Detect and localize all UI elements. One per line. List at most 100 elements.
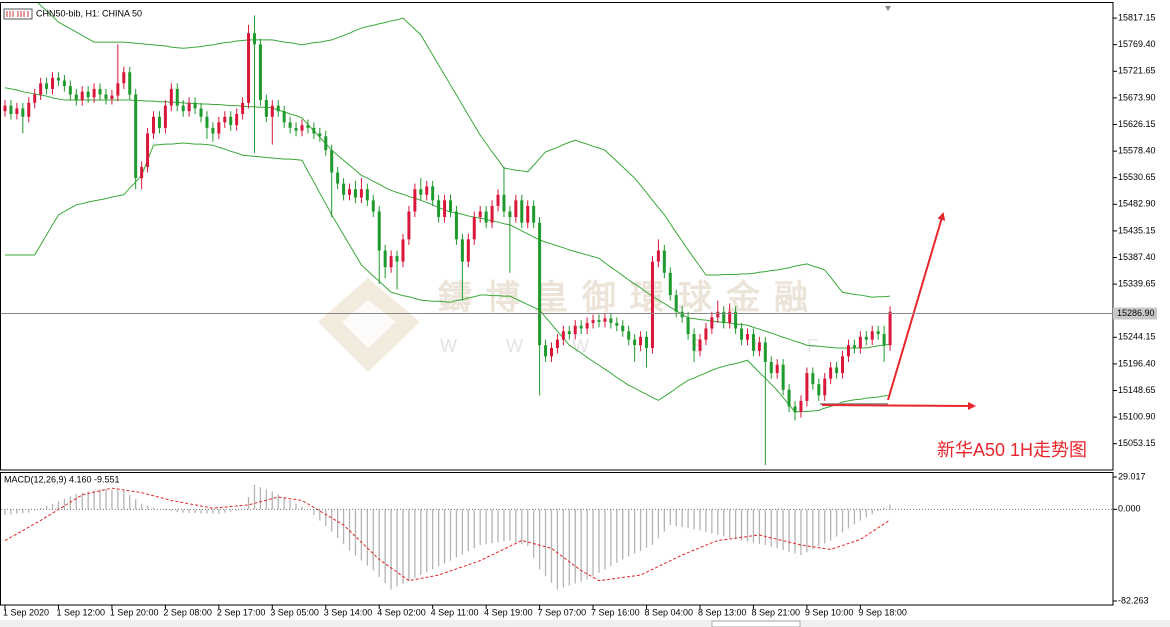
x-tick-label: 4 Sep 11:00 — [431, 607, 479, 617]
main-panel-border — [0, 2, 1114, 471]
candle-body — [229, 116, 233, 126]
watermark-text: 鑄博皇御環球金融 — [437, 278, 822, 317]
candle-body — [342, 183, 346, 195]
candle-body — [288, 122, 292, 128]
candle-body — [454, 211, 458, 240]
candle-body — [181, 105, 185, 112]
candle-body — [817, 384, 821, 396]
candle-body — [549, 347, 553, 357]
candle-body — [514, 200, 518, 218]
candle-body — [692, 334, 696, 351]
x-tick-label: 8 Sep 13:00 — [698, 607, 747, 617]
candle-body — [835, 367, 839, 374]
x-tick-label: 7 Sep 16:00 — [591, 607, 640, 617]
x-tick-label: 9 Sep 10:00 — [805, 607, 854, 617]
candle-body — [383, 250, 387, 268]
candle-body — [258, 44, 262, 101]
candle-body — [348, 189, 352, 195]
x-tick-label: 4 Sep 19:00 — [484, 607, 533, 617]
candle-body — [425, 186, 429, 195]
candle-body — [787, 389, 791, 407]
candle-body — [152, 116, 155, 134]
band-line — [37, 3, 891, 298]
candle-body — [686, 317, 690, 335]
candle-body — [116, 83, 120, 96]
y-tick-label: 15339.65 — [1118, 278, 1156, 288]
x-tick-label: 4 Sep 02:00 — [377, 607, 426, 617]
candle-body — [15, 108, 19, 114]
x-tick-label: 2 Sep 17:00 — [217, 607, 266, 617]
up-arrow — [887, 212, 946, 401]
candle-body — [407, 211, 411, 240]
candle-body — [846, 345, 850, 357]
candle-body — [823, 378, 827, 396]
candle-body — [763, 342, 767, 362]
candle-body — [740, 328, 744, 340]
candle-body — [157, 116, 161, 128]
candle-body — [674, 295, 678, 312]
candle-body — [852, 345, 856, 348]
last-price-box — [1113, 307, 1157, 320]
candle-body — [615, 322, 619, 326]
candle-body — [591, 320, 595, 323]
candle-body — [395, 256, 399, 262]
candle-body — [567, 331, 571, 335]
candle-body — [502, 194, 506, 212]
candle-body — [775, 364, 779, 374]
candle-body — [33, 94, 37, 103]
candle-body — [460, 239, 464, 262]
candle-body — [74, 94, 78, 101]
chart-title: CHN50-bib, H1: CHINA 50 — [36, 8, 142, 18]
x-tick-label: 2 Sep 08:00 — [163, 607, 212, 617]
x-tick-label: 1 Sep 12:00 — [56, 607, 105, 617]
candle-body — [377, 211, 381, 251]
candle-body — [484, 211, 488, 223]
y-tick-label: 15673.90 — [1118, 92, 1156, 102]
y-tick-label: 15817.15 — [1118, 12, 1156, 22]
macd-title: MACD(12,26,9) 4.160 -9.551 — [4, 474, 120, 484]
y-tick-label: 15626.15 — [1118, 119, 1156, 129]
candle-body — [300, 125, 304, 131]
candle-body — [282, 111, 286, 123]
candle-body — [478, 211, 482, 218]
candle-body — [876, 331, 880, 335]
candle-body — [597, 320, 601, 322]
candle-body — [633, 339, 637, 346]
candle-body — [128, 72, 132, 95]
candle-body — [668, 272, 672, 296]
y-tick-label: 15530.65 — [1118, 172, 1156, 182]
candle-body — [496, 194, 500, 206]
candle-body — [639, 336, 643, 346]
candle-body — [68, 86, 72, 95]
candle-body — [330, 150, 334, 173]
candle-body — [104, 94, 108, 99]
candle-body — [235, 113, 239, 126]
band-line — [5, 142, 891, 413]
last-price-label: 15286.90 — [1117, 308, 1155, 318]
candle-body — [573, 325, 577, 335]
tab[interactable] — [711, 620, 801, 627]
candle-body — [51, 77, 55, 89]
candle-body — [722, 311, 726, 323]
candle-body — [746, 334, 749, 340]
candle-body — [728, 311, 732, 323]
candle-body — [62, 80, 66, 87]
candle-body — [187, 102, 191, 112]
candle-body — [811, 373, 815, 385]
signal-line — [4, 487, 891, 582]
candle-body — [472, 217, 476, 240]
y-tick-label: 15148.65 — [1118, 385, 1156, 395]
y-tick-label: 15053.15 — [1118, 438, 1156, 448]
bottom-bar — [0, 620, 1170, 627]
candle-body — [199, 108, 203, 117]
candle-body — [769, 361, 773, 374]
y-tick-label: 15100.90 — [1118, 412, 1156, 422]
candle-body — [751, 334, 755, 351]
shift-marker — [885, 6, 891, 11]
candle-body — [134, 94, 138, 179]
candle-body — [888, 311, 892, 346]
candle-body — [306, 125, 310, 128]
y-tick-label: 15244.15 — [1118, 332, 1156, 342]
candle-body — [650, 261, 654, 348]
candle-body — [241, 102, 245, 114]
